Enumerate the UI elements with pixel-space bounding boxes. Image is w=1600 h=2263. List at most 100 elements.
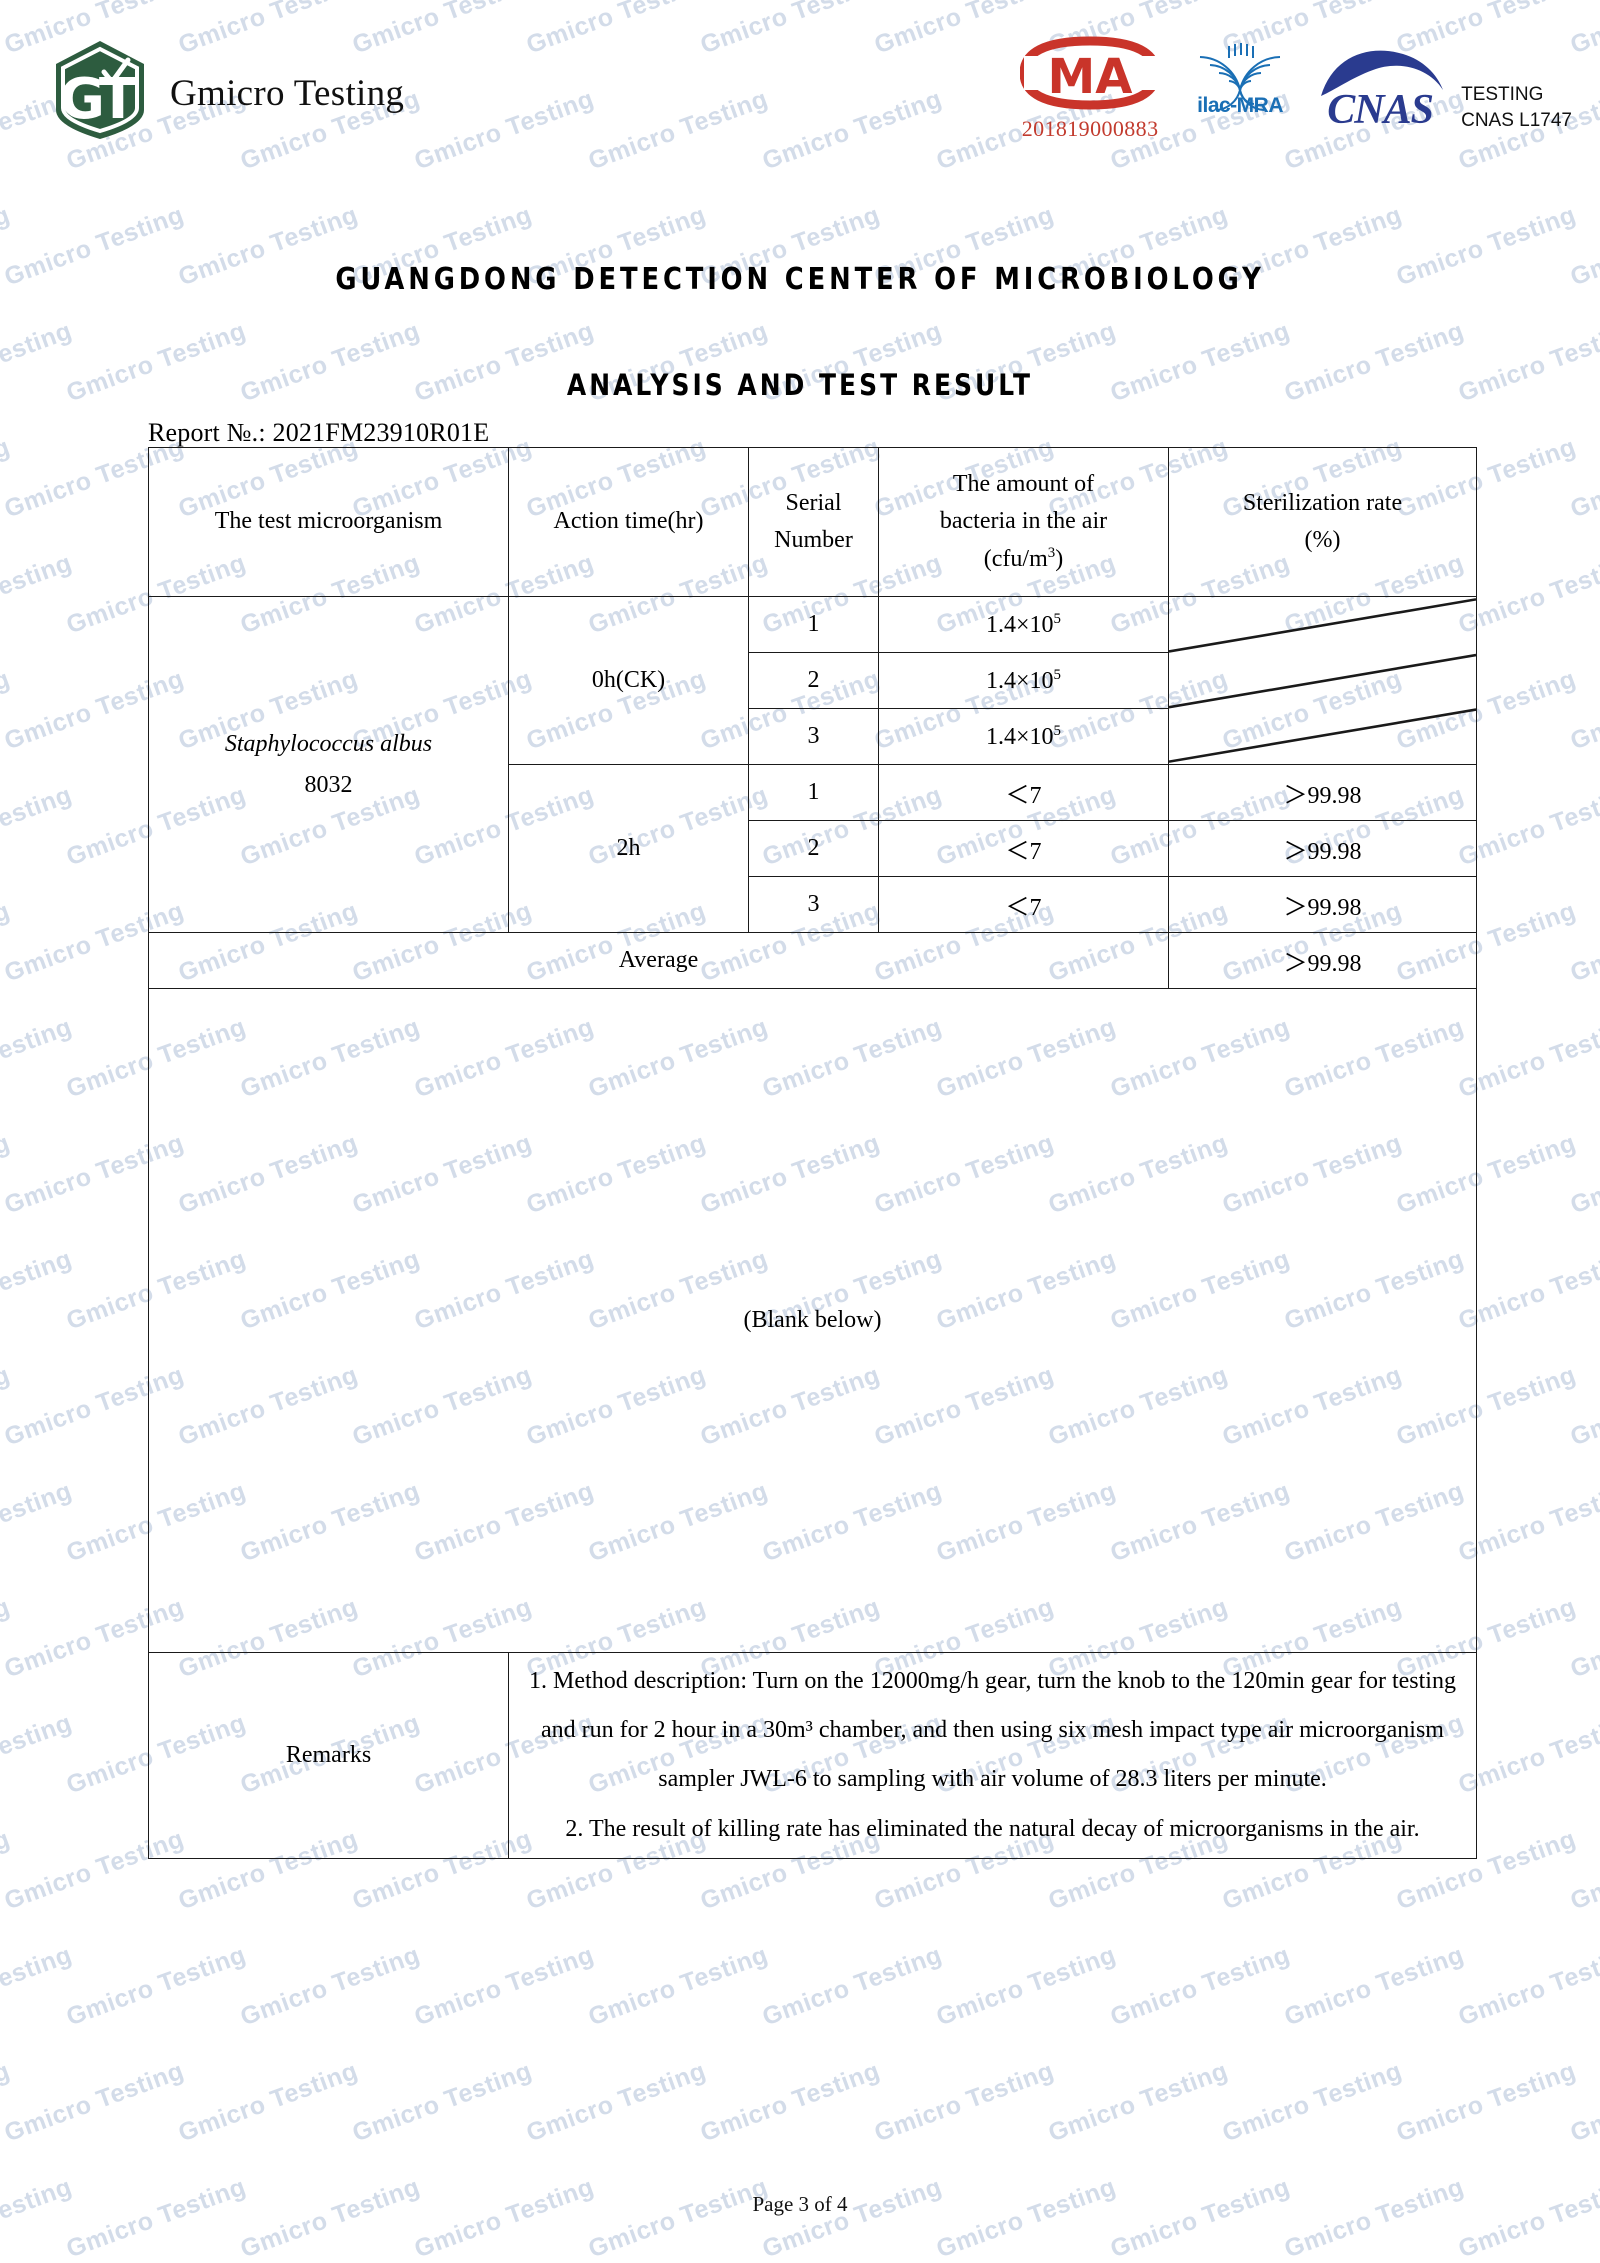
report-number: Report №.: 2021FM23910R01E — [148, 418, 490, 447]
watermark-text: Gmicro Testing — [1454, 2172, 1600, 2263]
watermark-text: Gmicro Testing — [0, 432, 14, 524]
watermark-text: Gmicro Testing — [0, 1476, 76, 1568]
watermark-text: Gmicro Testing — [0, 316, 76, 408]
watermark-text: Gmicro Testing — [0, 2056, 188, 2148]
watermark-text: Gmicro Testing — [0, 1824, 14, 1916]
cell-amount: ＜7 — [878, 764, 1169, 821]
strikethrough-icon — [1169, 598, 1476, 763]
amount-exponent: 5 — [1053, 666, 1061, 683]
watermark-text: Gmicro Testing — [1566, 1129, 1600, 1220]
cell-amount: 1.4×105 — [878, 596, 1169, 653]
ilac-mra-badge: ilac-MRA — [1181, 38, 1299, 134]
cnas-label: CNAS — [1327, 87, 1434, 133]
amount-exponent: 5 — [1053, 722, 1061, 739]
cell-remarks-body: 1. Method description: Turn on the 12000… — [508, 1652, 1477, 1859]
table-row: 3 1.4×105 — [149, 708, 1477, 765]
watermark-text: Gmicro Testing — [348, 2056, 536, 2148]
watermark-text: Gmicro Testing — [0, 2172, 76, 2263]
header-action-time: Action time(hr) — [508, 447, 749, 597]
cma-icon: MA — [1019, 36, 1161, 110]
header-rate-line2: (%) — [1304, 527, 1341, 553]
cell-average-label: Average — [148, 932, 1169, 989]
watermark-text: Gmicro Testing — [932, 1940, 1120, 2032]
watermark-text: Gmicro Testing — [0, 1940, 76, 2032]
watermark-text: Gmicro Testing — [1280, 1940, 1468, 2032]
header-microorganism: The test microorganism — [148, 447, 509, 597]
watermark-text: Gmicro Testing — [932, 2172, 1120, 2263]
svg-text:MA: MA — [1048, 49, 1133, 105]
cell-amount: 1.4×105 — [878, 652, 1169, 709]
cell-amount: ＜7 — [878, 876, 1169, 933]
header-amount-line1: The amount of — [952, 471, 1095, 498]
watermark-text: Gmicro Testing — [174, 2056, 362, 2148]
cma-certificate-number: 201819000883 — [1021, 116, 1159, 141]
cell-rate: ＞99.98 — [1168, 876, 1477, 933]
table-row: Staphylococcus albus 8032 0h(CK) 1 1.4×1… — [148, 596, 1477, 933]
cell-serial: 2 — [748, 820, 879, 877]
cnas-number-line: CNAS L1747 — [1461, 109, 1572, 131]
table-row: 3 ＜7 ＞99.98 — [149, 876, 1477, 933]
header-bacteria-amount: The amount of bacteria in the air (cfu/m… — [878, 447, 1169, 597]
results-table-wrapper: The test microorganism Action time(hr) S… — [148, 447, 1477, 1859]
page-title: GUANGDONG DETECTION CENTER OF MICROBIOLO… — [335, 262, 1265, 297]
watermark-text: Gmicro Testing — [758, 1940, 946, 2032]
watermark-text: Gmicro Testing — [696, 2056, 884, 2148]
cell-serial: 2 — [748, 652, 879, 709]
cell-action-time-0h: 0h(CK) — [508, 596, 749, 765]
cnas-badge: CNAS — [1311, 42, 1449, 138]
certification-badges: MA 201819000883 — [1011, 36, 1572, 142]
watermark-text: Gmicro Testing — [1044, 2056, 1232, 2148]
watermark-text: Gmicro Testing — [0, 548, 76, 640]
table-average-row: Average ＞99.98 — [148, 932, 1477, 989]
cell-rate-struck-out — [1168, 596, 1477, 765]
header-amount-line3: (cfu/m3) — [885, 541, 1162, 578]
watermark-text: Gmicro Testing — [0, 1592, 14, 1684]
watermark-text: Gmicro Testing — [410, 1940, 598, 2032]
amount-mantissa: 1.4×10 — [986, 667, 1054, 694]
results-table: The test microorganism Action time(hr) S… — [148, 447, 1477, 1859]
watermark-text: Gmicro Testing — [0, 780, 76, 872]
watermark-text: Gmicro Testing — [236, 2172, 424, 2263]
watermark-text: Gmicro Testing — [1566, 1361, 1600, 1452]
table-row: 2 1.4×105 — [149, 652, 1477, 709]
watermark-text: Gmicro Testing — [1566, 1825, 1600, 1916]
organism-species: Staphylococcus albus — [224, 730, 433, 757]
watermark-text: Gmicro Testing — [758, 2172, 946, 2263]
watermark-text: Gmicro Testing — [1218, 2056, 1406, 2148]
cell-rate: ＞99.98 — [1168, 820, 1477, 877]
header-rate-line1: Sterilization rate — [1242, 489, 1403, 516]
table-row: 2h 1 ＜7 ＞99.98 — [149, 764, 1477, 933]
table-blank-row: (Blank below) — [148, 988, 1477, 1653]
watermark-text: Gmicro Testing — [62, 2172, 250, 2263]
watermark-text: Gmicro Testing — [1566, 665, 1600, 756]
watermark-text: Gmicro Testing — [0, 2056, 14, 2148]
watermark-text: Gmicro Testing — [62, 1940, 250, 2032]
organism-code: 8032 — [304, 771, 353, 798]
header-sterilization-rate: Sterilization rate (%) — [1168, 447, 1477, 597]
cnas-scope-line: TESTING — [1461, 84, 1544, 105]
watermark-text: Gmicro Testing — [1454, 1940, 1600, 2032]
watermark-text: Gmicro Testing — [584, 1940, 772, 2032]
brand-name: Gmicro Testing — [170, 72, 405, 114]
svg-text:G: G — [59, 67, 105, 132]
ilac-mra-label: ilac-MRA — [1197, 94, 1284, 117]
cell-serial: 3 — [748, 708, 879, 765]
cell-action-time-2h: 2h — [508, 764, 749, 933]
watermark-text: Gmicro Testing — [0, 896, 14, 988]
watermark-text: Gmicro Testing — [1280, 2172, 1468, 2263]
watermark-text: Gmicro Testing — [0, 200, 14, 292]
cell-serial: 1 — [748, 764, 879, 821]
page-subtitle: ANALYSIS AND TEST RESULT — [566, 368, 1034, 402]
remark-item: 2. The result of killing rate has elimin… — [565, 1815, 1420, 1842]
watermark-text: Gmicro Testing — [0, 1128, 14, 1220]
cnas-arc-icon — [1321, 50, 1444, 96]
watermark-text: Gmicro Testing — [1566, 433, 1600, 524]
cell-blank-note: (Blank below) — [148, 988, 1477, 1653]
cell-organism: Staphylococcus albus 8032 — [148, 596, 509, 933]
header-amount-unit: (cfu/m — [983, 545, 1048, 572]
header-amount-unit-exp: 3 — [1047, 544, 1056, 561]
cell-serial: 3 — [748, 876, 879, 933]
watermark-text: Gmicro Testing — [0, 664, 14, 756]
watermark-text: Gmicro Testing — [1566, 201, 1600, 292]
